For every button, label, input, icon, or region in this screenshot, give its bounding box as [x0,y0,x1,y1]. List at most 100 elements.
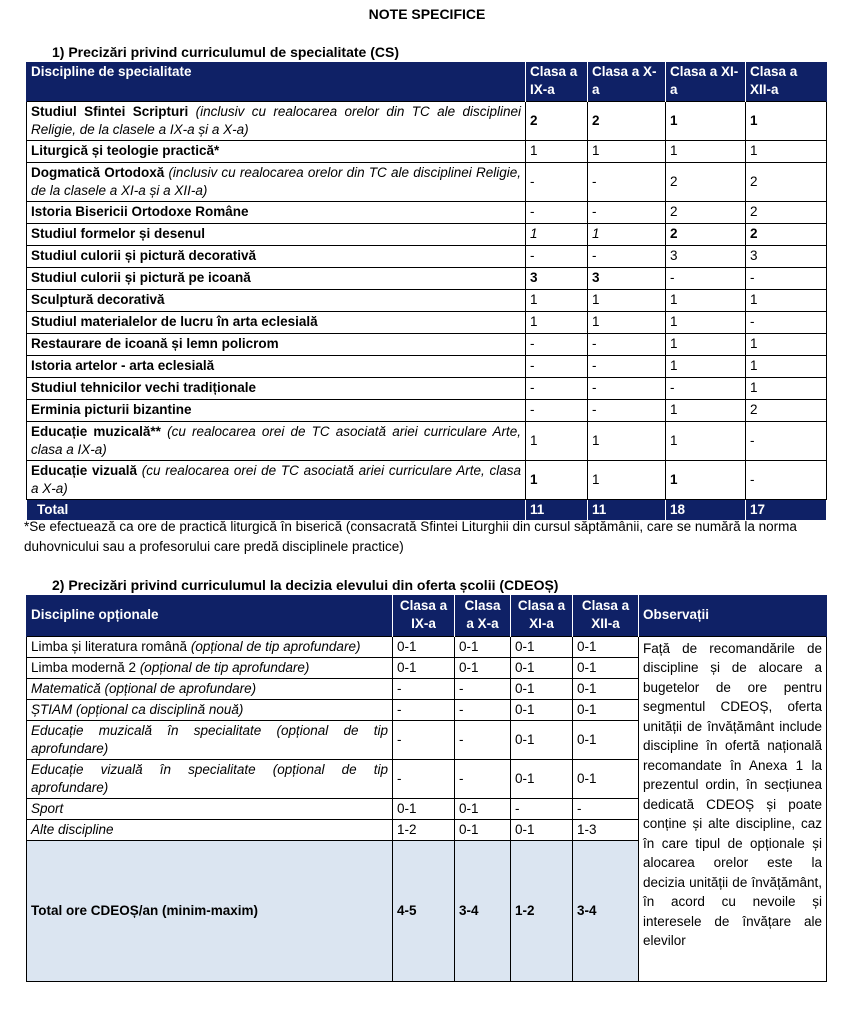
hours-cell: - [525,398,588,422]
hours-cell: 1 [587,420,666,461]
hours-cell: 1 [745,288,827,312]
hours-cell: 1 [665,100,746,141]
hours-cell: - [454,677,511,700]
hours-cell: 1 [745,332,827,356]
hours-cell: - [587,354,666,378]
discipline-note: (opțional de tip aprofundare) [31,722,389,756]
table-row: Studiul culorii și pictură pe icoană 3 3- - [26,266,827,290]
discipline-cell: Sculptură decorativă [26,288,526,312]
hours-cell: 1 [587,288,666,312]
hours-cell: 1 [665,288,746,312]
hours-cell: 0-1 [510,656,573,679]
discipline-note: (inclusiv cu realocarea orelor din TC al… [31,164,521,198]
discipline-cell: Istoria Bisericii Ortodoxe Române [26,200,526,224]
hours-cell: 1 [745,376,827,400]
hours-cell: - [454,698,511,721]
total-value: 3-4 [454,839,511,982]
table-row: Studiul materialelor de lucru în arta ec… [26,310,827,334]
discipline-cell: Educație muzicală** (cu realocarea orei … [26,420,526,461]
hours-cell: - [745,310,827,334]
total-row: Total ore CDEOȘ/an (minim-maxim) 4-5 3-4 1-… [26,839,827,982]
discipline-cell: ȘTIAM (opțional ca disciplină nouă) [26,698,393,721]
hours-cell: 1 [525,288,588,312]
discipline-name: Studiul formelor și desenul [31,226,206,241]
hours-cell: - [392,677,455,700]
hours-cell: 1 [525,459,588,500]
table-row: Liturgică și teologie practică* 1 1 1 1 [26,139,827,163]
discipline-name: Educație muzicală în specialitate [31,722,262,738]
hours-cell: - [525,161,588,202]
total-value: 11 [587,498,666,521]
hours-cell: 2 [525,100,588,141]
specialty-curriculum-table: Discipline de specialitate Clasa a IX-a Cl… [26,62,827,521]
hours-cell: - [392,719,455,760]
page-title: NOTE SPECIFICE [368,6,486,22]
hours-cell: 1 [525,420,588,461]
hours-cell: 1 [665,139,746,163]
discipline-name: Educație muzicală** [31,423,161,439]
discipline-cell: Restaurare de icoană și lemn policrom [26,332,526,356]
hours-cell: - [525,354,588,378]
discipline-cell: Limba și literatura română (opțional de … [26,635,393,658]
table-row: ȘTIAM (opțional ca disciplină nouă) - -0-1… [26,698,827,721]
hours-cell: 1 [587,310,666,334]
discipline-cell: Studiul culorii și pictură decorativă [26,244,526,268]
hours-cell: 0-1 [572,635,639,658]
hours-cell: 1 [745,354,827,378]
column-header-class: Clasa a IX-a [392,595,455,636]
discipline-note: (opțional ca disciplină nouă) [72,701,244,717]
footnote: *Se efectuează ca ore de practică liturg… [24,519,797,554]
hours-cell: 0-1 [454,797,511,820]
hours-cell: 0-1 [510,758,573,799]
discipline-name: Istoria Bisericii Ortodoxe Române [31,204,249,219]
hours-cell: 1 [745,139,827,163]
discipline-name: Studiul culorii și pictură pe icoană [31,270,251,285]
hours-cell: - [665,266,746,290]
discipline-name: Istoria artelor - arta eclesială [31,358,215,373]
total-value: 3-4 [572,839,639,982]
hours-cell: 0-1 [510,818,573,841]
column-header-class: Clasa a XII-a [745,62,827,101]
hours-cell: - [587,398,666,422]
column-header-class: Clasa a IX-a [525,62,588,101]
table-row: Educație muzicală** (cu realocarea orei … [26,420,827,461]
hours-cell: - [525,332,588,356]
table-row: Studiul Sfintei Scripturi (inclusiv cu r… [26,100,827,141]
total-label: Total [26,498,526,521]
hours-cell: 2 [745,398,827,422]
discipline-note: (opțional de tip aprofundare) [136,659,310,675]
total-value: 18 [665,498,746,521]
discipline-cell: Studiul culorii și pictură pe icoană [26,266,526,290]
table-row: Dogmatică Ortodoxă (inclusiv cu realocar… [26,161,827,202]
discipline-name: Liturgică și teologie practică* [31,143,220,158]
discipline-cell: Limba modernă 2 (opțional de tip aprofun… [26,656,393,679]
hours-cell: 0-1 [392,797,455,820]
discipline-cell: Studiul formelor și desenul [26,222,526,246]
hours-cell: - [745,459,827,500]
table-row: Istoria Bisericii Ortodoxe Române - -2 2 [26,200,827,224]
table-row: Studiul culorii și pictură decorativă - -3… [26,244,827,268]
hours-cell: 1 [665,459,746,500]
hours-cell: - [525,376,588,400]
table-row: Studiul formelor și desenul 1 1 2 2 [26,222,827,246]
table-row: Educație muzicală în specialitate (opțio… [26,719,827,760]
hours-cell: 0-1 [392,656,455,679]
hours-cell: 2 [745,200,827,224]
discipline-note: (inclusiv cu realocarea orelor din TC al… [31,103,521,137]
hours-cell: 2 [745,222,827,246]
discipline-name: ȘTIAM [31,701,73,717]
hours-cell: 1 [587,459,666,500]
table-row: Studiul tehnicilor vechi tradiționale - - -… [26,376,827,400]
hours-cell: - [454,719,511,760]
table-row: Restaurare de icoană și lemn policrom - -1… [26,332,827,356]
hours-cell: - [525,244,588,268]
discipline-cell: Studiul materialelor de lucru în arta ec… [26,310,526,334]
hours-cell: 2 [665,222,746,246]
discipline-cell: Alte discipline [26,818,393,841]
hours-cell: 0-1 [572,719,639,760]
hours-cell: 0-1 [510,677,573,700]
discipline-cell: Studiul tehnicilor vechi tradiționale [26,376,526,400]
table-row: Sport 0-1 0-1- - [26,797,827,820]
hours-cell: 0-1 [392,635,455,658]
column-header-class: Clasa a XI-a [510,595,573,636]
